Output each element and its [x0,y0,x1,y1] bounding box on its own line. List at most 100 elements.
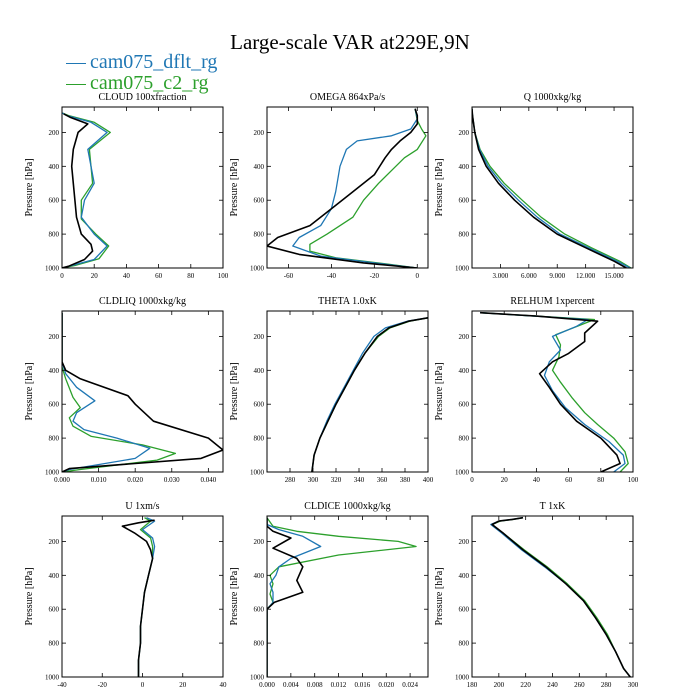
y-tick-label: 800 [459,435,470,443]
y-tick-label: 600 [254,606,265,614]
x-tick-label: 100 [218,272,229,280]
y-tick-label: 600 [49,197,60,205]
y-tick-label: 1000 [455,469,470,477]
x-tick-label: 0.020 [127,476,143,484]
series-line-cam075_dflt_rg [292,108,418,268]
panel-title: CLDICE 1000xkg/kg [304,501,390,512]
x-tick-label: 40 [220,681,228,689]
x-tick-label: 0.012 [331,681,347,689]
x-tick-label: 6.000 [521,272,537,280]
panel-3: Q 1000xkg/kg Pressure [hPa] 3.000 6.000 9.00… [434,92,634,280]
x-tick-label: 60 [155,272,163,280]
series-group [267,517,417,677]
x-tick-label: 40 [123,272,131,280]
x-tick-label: 400 [423,476,434,484]
series-group [490,516,631,677]
y-tick-label: 1000 [250,469,265,477]
panel-4: CLDLIQ 1000xkg/kg Pressure [hPa] 0.000 0.01… [24,296,224,484]
y-axis-label: Pressure [hPa] [24,362,35,420]
legend-swatch-c2 [66,84,86,85]
panel-title: OMEGA 864xPa/s [310,92,385,103]
x-tick-label: 80 [597,476,605,484]
legend-item-dflt: cam075_dflt_rg [66,51,217,74]
y-axis-label: Pressure [hPa] [434,567,445,625]
panel-6: RELHUM 1xpercent Pressure [hPa] 0 20 40 60 80 1… [434,296,639,484]
y-tick-label: 800 [459,231,470,239]
y-tick-label: 1000 [455,674,470,682]
series-line-cam075_c2_rg [309,108,427,268]
y-tick-label: 200 [459,129,470,137]
series-line-cam075_dflt_rg [311,317,428,472]
y-axis-label: Pressure [hPa] [229,567,240,625]
series-group [472,108,632,268]
x-tick-label: 15.000 [604,272,624,280]
panel-5: THETA 1.0xK Pressure [hPa] 280 300 320 340 360… [229,296,434,484]
y-tick-label: 400 [254,572,265,580]
x-tick-label: -20 [370,272,380,280]
series-line-cam075_dflt_rg [267,517,322,677]
x-tick-label: 320 [331,476,342,484]
y-tick-label: 800 [254,231,265,239]
x-tick-label: 0 [416,272,420,280]
y-tick-label: 200 [459,538,470,546]
x-tick-label: -40 [57,681,67,689]
series-line-black [311,317,428,472]
x-tick-label: -20 [98,681,108,689]
y-tick-label: 1000 [455,265,470,273]
series-group [121,517,156,677]
x-tick-label: 12.000 [576,272,596,280]
y-tick-label: 200 [49,333,60,341]
y-axis-label: Pressure [hPa] [434,362,445,420]
y-tick-label: 600 [49,606,60,614]
series-line-cam075_c2_rg [311,317,428,472]
y-tick-label: 200 [254,538,265,546]
plot-frame [471,106,634,269]
x-tick-label: 360 [377,476,388,484]
y-tick-label: 400 [459,163,470,171]
x-tick-label: 0.030 [164,476,180,484]
x-tick-label: 340 [354,476,365,484]
y-axis-label: Pressure [hPa] [24,567,35,625]
y-tick-label: 200 [459,333,470,341]
plot-frame [61,106,224,269]
x-tick-label: 280 [601,681,612,689]
y-tick-label: 1000 [250,674,265,682]
panel-title: Q 1000xkg/kg [524,92,582,103]
x-tick-label: 260 [574,681,585,689]
series-line-black [62,113,94,268]
y-tick-label: 400 [254,367,265,375]
x-tick-label: 280 [285,476,296,484]
y-tick-label: 200 [254,333,265,341]
y-tick-label: 200 [49,129,60,137]
x-tick-label: 240 [547,681,558,689]
y-tick-label: 400 [459,367,470,375]
plot-frame [266,515,429,678]
series-line-cam075_dflt_rg [62,312,151,472]
series-line-cam075_dflt_rg [490,517,631,677]
panel-title: THETA 1.0xK [318,296,377,307]
x-tick-label: 180 [467,681,478,689]
series-line-black [62,312,223,472]
series-line-black [480,311,621,472]
x-tick-label: 200 [494,681,505,689]
panel-title: U 1xm/s [125,501,159,512]
x-tick-label: 220 [520,681,531,689]
legend-label-dflt: cam075_dflt_rg [90,51,218,73]
series-line-cam075_c2_rg [480,312,629,472]
series-line-cam075_dflt_rg [480,312,626,472]
x-tick-label: 0 [141,681,145,689]
y-tick-label: 600 [254,197,265,205]
y-tick-label: 400 [254,163,265,171]
panel-title: CLOUD 100xfraction [98,92,186,103]
x-tick-label: -60 [284,272,294,280]
y-tick-label: 400 [49,367,60,375]
x-tick-label: 20 [501,476,509,484]
series-group [480,311,629,472]
x-tick-label: 20 [179,681,187,689]
y-tick-label: 1000 [45,674,60,682]
figure-title: Large-scale VAR at229E,9N [230,30,470,54]
y-tick-label: 600 [49,401,60,409]
x-tick-label: 9.000 [549,272,565,280]
x-tick-label: 0.004 [283,681,299,689]
